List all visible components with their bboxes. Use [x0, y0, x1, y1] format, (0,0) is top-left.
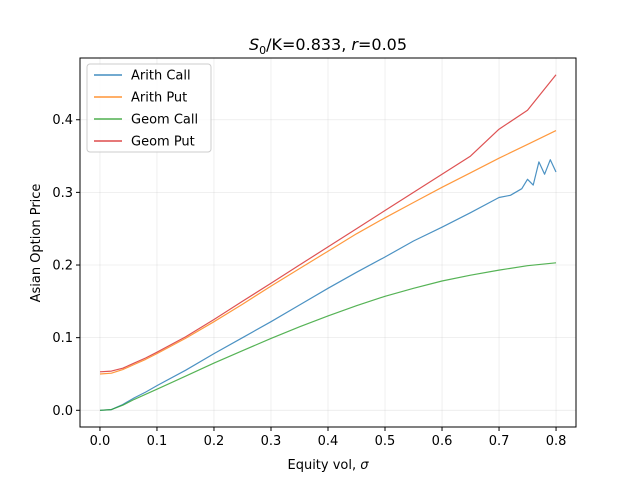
x-axis-label-symbol: σ: [360, 458, 369, 473]
series-lines: [99, 74, 557, 411]
x-tick-label: 0.4: [318, 434, 339, 449]
x-tick-label: 0.2: [204, 434, 225, 449]
x-tick-label: 0.8: [546, 434, 567, 449]
y-tick-label: 0.2: [52, 259, 73, 274]
y-tick-label: 0.0: [52, 404, 73, 419]
x-axis-label: Equity vol, σ: [287, 458, 369, 473]
legend: Arith Call Arith Put Geom Call Geom Put: [86, 63, 212, 153]
y-tick-label: 0.4: [52, 113, 73, 128]
y-tick-label: 0.1: [52, 331, 73, 346]
title-subscript: 0: [259, 44, 266, 57]
x-tick-label: 0.6: [432, 434, 453, 449]
legend-items: Arith Call Arith Put Geom Call Geom Put: [94, 69, 198, 150]
legend-frame: [86, 63, 212, 153]
legend-item: Arith Call: [94, 69, 191, 84]
legend-label: Geom Call: [131, 113, 198, 128]
legend-label: Geom Put: [131, 135, 195, 150]
legend-item: Geom Call: [94, 113, 198, 128]
series-line-arith-call: [99, 159, 557, 411]
x-tick-label: 0.3: [261, 434, 282, 449]
y-tick-label: 0.3: [52, 186, 73, 201]
legend-label: Arith Put: [131, 91, 187, 106]
x-tick-label: 0.1: [147, 434, 168, 449]
y-ticks: 0.0 0.1 0.2 0.3 0.4: [52, 113, 80, 419]
y-axis-label: Asian Option Price: [29, 184, 44, 303]
x-ticks: 0.0 0.1 0.2 0.3 0.4 0.5 0.6 0.7 0.8: [90, 427, 567, 449]
series-line-geom-call: [99, 262, 557, 411]
title-s: S: [249, 35, 259, 54]
x-tick-label: 0.0: [90, 434, 111, 449]
title-suffix: =0.05: [358, 35, 407, 54]
title-r: r: [351, 35, 359, 54]
grid: [80, 58, 576, 427]
x-tick-label: 0.7: [489, 434, 510, 449]
series-line-geom-put: [99, 74, 557, 373]
x-tick-label: 0.5: [375, 434, 396, 449]
legend-item: Geom Put: [94, 135, 195, 150]
legend-item: Arith Put: [94, 91, 187, 106]
series-line-arith-put: [99, 130, 557, 375]
legend-label: Arith Call: [131, 69, 191, 84]
title-middle: /K=0.833,: [266, 35, 351, 54]
chart-title: S0/K=0.833, r=0.05: [249, 35, 407, 57]
x-axis-label-text: Equity vol,: [287, 458, 360, 473]
